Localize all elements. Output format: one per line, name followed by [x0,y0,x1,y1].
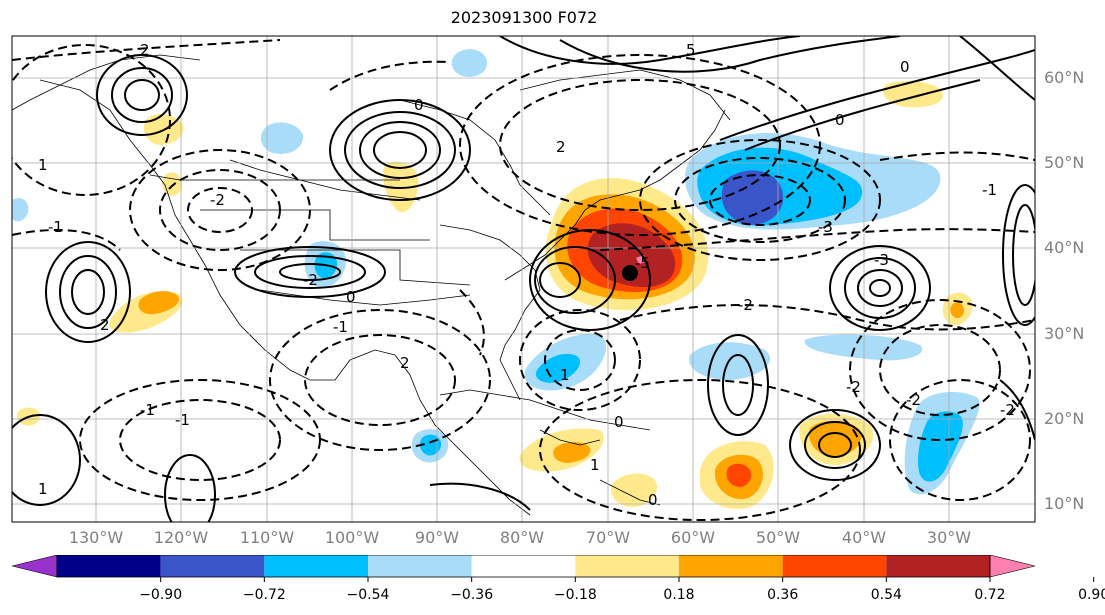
colorbar-tick-label: 0.90 [1078,587,1105,603]
contour-label: 2 [140,41,150,59]
colorbar-tick-label: −0.90 [139,587,183,603]
lon-label: 80°W [499,528,545,547]
colorbar-tick-label: 0.54 [870,587,902,603]
lon-label: 110°W [239,528,295,547]
lat-label: 30°N [1044,324,1085,343]
lat-label: 40°N [1044,238,1085,257]
contour-label: 1 [38,156,48,174]
map-frame [11,35,1036,523]
colorbar-extend-low [11,555,58,578]
lon-label: 130°W [68,528,124,547]
colorbar-tick-label: −0.72 [242,587,286,603]
contour-label: 0 [346,288,356,306]
contour-label: 0 [414,96,424,114]
colorbar-segment [575,555,679,577]
lat-label: 50°N [1044,153,1085,172]
contour-label: 1 [560,366,570,384]
colorbar-segment [368,555,472,577]
contour-label: 5 [686,41,696,59]
contour-label: -1 [175,411,190,429]
contour-label: 0 [648,491,658,509]
lon-label: 30°W [926,528,972,547]
colorbar-segment [160,555,265,577]
lon-label: 120°W [153,528,209,547]
lon-label: 100°W [324,528,380,547]
colorbar-tick-label: 0.18 [663,587,695,603]
contour-labels: 2 5 0 -2 2 1 -1 -2 2 -5 -3 0 0 -3 -1 2 -… [38,41,1015,509]
colorbar-tick-label: −0.18 [553,587,597,603]
colorbar-segment [264,555,368,577]
contour-label: -2 [738,296,753,314]
colorbar-tick-label: −0.36 [450,587,494,603]
contour-label: -2 [906,391,921,409]
contour-label: 0 [835,111,845,129]
lon-label: 70°W [585,528,631,547]
colorbar [11,555,1095,582]
lat-label: 20°N [1044,409,1085,428]
contour-label: 2 [556,138,566,156]
contour-label: 1 [590,456,600,474]
contour-label: -2 [210,191,225,209]
contour-label: -3 [874,251,889,269]
contour-label: -1 [48,218,63,236]
contour-label: -2 [303,271,318,289]
chart-title: 2023091300 F072 [450,8,598,27]
colorbar-segment [57,555,161,577]
contour-label: 2 [400,354,410,372]
lat-label: 60°N [1044,68,1085,87]
contour-label: -3 [818,218,833,236]
contour-label: 1 [38,480,48,498]
contour-label: -1 [333,318,348,336]
colorbar-segment [471,555,576,577]
contour-label: -2 [1000,401,1015,419]
positive-contours [12,36,1035,522]
colorbar-tick-label: 0.36 [767,587,799,603]
contour-label: 2 [100,316,110,334]
lon-label: 60°W [670,528,716,547]
colorbar-segment [886,555,990,577]
contour-label: -5 [635,254,650,272]
lat-label: 10°N [1044,494,1085,513]
colorbar-tick-label: 0.72 [974,587,1006,603]
contour-label: -2 [846,378,861,396]
anomaly-fill-layer [12,49,980,509]
colorbar-segment [679,555,783,577]
contour-label: -1 [982,181,997,199]
colorbar-tick-label: −0.54 [346,587,390,603]
contour-label: 0 [614,413,624,431]
contour-label: 0 [900,58,910,76]
lon-label: 50°W [755,528,801,547]
colorbar-frame [56,555,991,578]
lon-label: 40°W [841,528,887,547]
colorbar-extend-high [989,555,1036,578]
lon-label: 90°W [414,528,460,547]
contour-label: -1 [140,401,155,419]
storm-center-marker [622,265,638,281]
negative-contours [12,39,1035,521]
graticule [12,36,1035,522]
colorbar-segment [782,555,887,577]
